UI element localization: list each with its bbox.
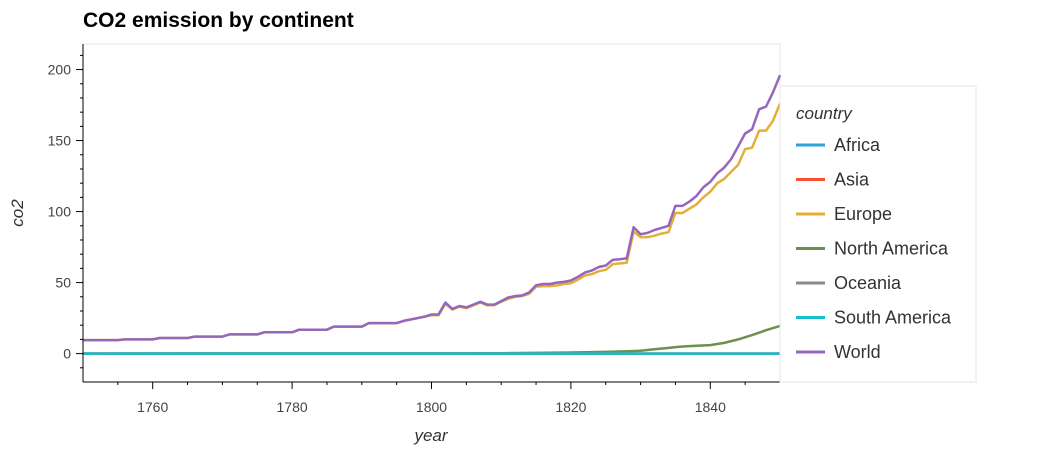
y-tick-label: 0 [63,346,71,362]
legend-label-0: Africa [834,135,881,155]
series-line-6 [83,74,782,342]
y-tick-label: 100 [48,204,72,220]
series-layer [82,74,782,355]
legend-label-2: Europe [834,204,892,224]
x-tick-label: 1760 [137,399,168,415]
y-tick-label: 150 [48,133,72,149]
x-axis-label: year [413,426,448,445]
y-tick-label: 50 [55,275,71,291]
legend: country Africa Asia Europe North America Oce… [779,85,977,383]
x-tick-label: 1820 [555,399,586,415]
x-tick-label: 1800 [416,399,447,415]
legend-label-5: South America [834,308,952,328]
x-tick-label: 1780 [277,399,308,415]
legend-label-4: Oceania [834,273,902,293]
legend-label-3: North America [834,239,949,259]
series-line-3 [82,324,781,355]
y-tick-label: 200 [48,62,72,78]
x-tick-label: 1840 [695,399,726,415]
legend-title: country [796,104,853,123]
y-axis-label: co2 [8,199,27,227]
chart-title: CO2 emission by continent [83,9,354,32]
legend-label-6: World [834,342,881,362]
legend-label-1: Asia [834,170,870,190]
axes-layer: 0 50 100 150 200 1760 1780 1800 1820 1840 [48,44,780,415]
legend-box [779,85,977,383]
